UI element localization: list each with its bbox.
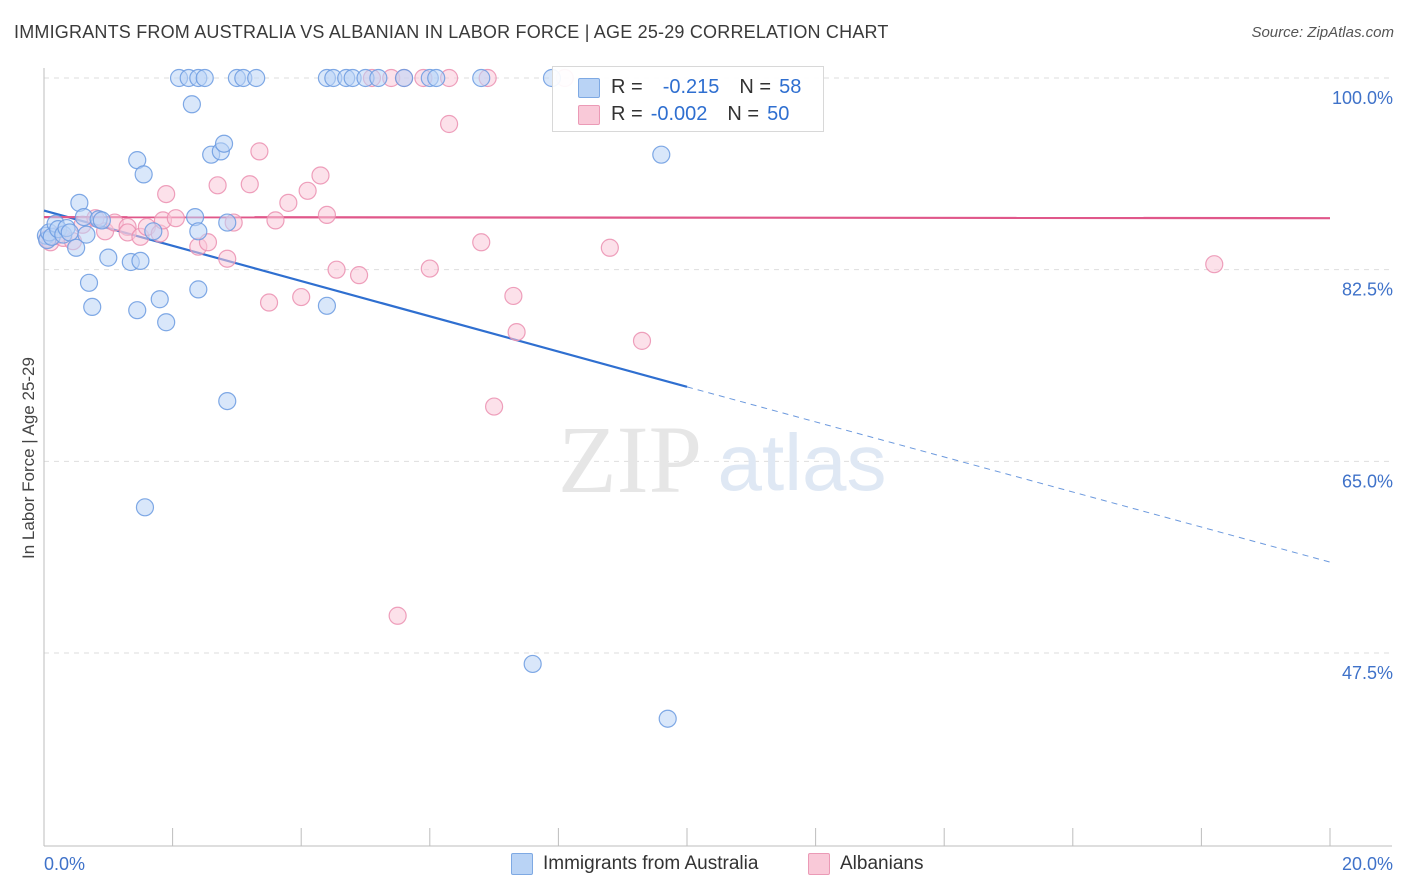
albanians-point xyxy=(600,238,619,257)
albanians-point xyxy=(1205,255,1224,274)
australia-point xyxy=(472,68,491,88)
albanians-point xyxy=(504,286,523,306)
australia-point xyxy=(74,207,93,227)
series-australia-points xyxy=(36,68,677,728)
australia-point xyxy=(131,251,150,271)
x-tick-label: 0.0% xyxy=(44,854,85,874)
australia-point xyxy=(195,68,214,88)
y-tick-labels: 47.5% 65.0% 82.5% 100.0% xyxy=(1332,88,1393,683)
australia-point xyxy=(214,134,234,153)
albanians-point xyxy=(266,211,285,230)
bottom-legend-label-australia: Immigrants from Australia xyxy=(543,853,759,874)
legend-swatch-pink xyxy=(578,105,600,125)
albanians-point xyxy=(218,249,237,268)
legend-r-value: -0.215 xyxy=(662,75,720,98)
chart-title: IMMIGRANTS FROM AUSTRALIA VS ALBANIAN IN… xyxy=(14,22,889,42)
australia-point xyxy=(157,313,176,332)
australia-point xyxy=(189,280,208,299)
albanians-point xyxy=(157,184,176,204)
australia-point xyxy=(247,68,266,88)
legend-n-value: 58 xyxy=(779,75,802,98)
trend-line-albanians xyxy=(43,215,1331,220)
correlation-legend: R = -0.215 N = 58 R = -0.002 N = 50 xyxy=(552,66,824,132)
australia-point xyxy=(134,165,153,184)
australia-point xyxy=(144,222,163,241)
australia-point xyxy=(135,498,155,517)
albanians-point xyxy=(166,209,185,228)
australia-point xyxy=(652,145,671,164)
australia-point xyxy=(394,68,414,88)
source-note: Source: ZipAtlas.com xyxy=(1251,24,1394,41)
albanians-point xyxy=(298,181,317,200)
legend-row-australia: R = -0.215 N = 58 xyxy=(578,75,802,99)
legend-n-label: N = xyxy=(727,102,760,125)
albanians-point xyxy=(250,142,269,161)
australia-point xyxy=(369,68,388,88)
y-tick-label: 47.5% xyxy=(1342,663,1393,683)
australia-point xyxy=(218,213,237,232)
y-axis-label: In Labor Force | Age 25-29 xyxy=(19,357,38,559)
australia-point xyxy=(658,709,677,728)
albanians-point xyxy=(279,193,298,212)
bottom-legend-australia: Immigrants from Australia xyxy=(511,852,758,876)
albanians-point xyxy=(349,266,369,285)
albanians-point xyxy=(240,175,259,194)
x-tick-label: 20.0% xyxy=(1342,854,1393,874)
bottom-legend-swatch-blue xyxy=(511,853,533,875)
albanians-point xyxy=(439,114,459,134)
albanians-point xyxy=(632,331,652,350)
trend-line-australia-extrapolated xyxy=(686,386,1331,563)
australia-point xyxy=(150,290,169,309)
x-tick-labels: 0.0% 20.0% xyxy=(44,854,1393,874)
australia-point xyxy=(189,222,208,241)
y-tick-label: 65.0% xyxy=(1342,471,1393,491)
legend-n-label: N = xyxy=(739,75,772,98)
y-tick-label: 100.0% xyxy=(1332,88,1393,108)
australia-point xyxy=(427,68,446,88)
australia-point xyxy=(79,273,99,292)
y-tick-label: 82.5% xyxy=(1342,280,1393,300)
grid-lines xyxy=(44,77,1392,654)
australia-point xyxy=(218,391,237,411)
australia-point xyxy=(182,95,201,114)
watermark: ZIP atlas xyxy=(558,406,886,513)
bottom-legend-swatch-pink xyxy=(808,853,830,875)
australia-point xyxy=(83,297,102,317)
australia-point xyxy=(92,211,111,230)
albanians-point xyxy=(311,166,330,185)
axes xyxy=(43,68,1392,847)
albanians-point xyxy=(420,259,439,278)
legend-swatch-blue xyxy=(578,78,600,98)
australia-point xyxy=(60,223,79,242)
watermark-atlas: atlas xyxy=(718,418,887,507)
albanians-point xyxy=(208,176,227,195)
albanians-point xyxy=(472,233,491,252)
australia-point xyxy=(67,238,86,257)
legend-r-label: R = xyxy=(611,102,643,125)
albanians-point xyxy=(388,606,407,625)
albanians-point xyxy=(485,397,504,416)
australia-point xyxy=(77,225,96,244)
legend-r-value: -0.002 xyxy=(650,102,708,125)
australia-point xyxy=(317,296,337,315)
albanians-point xyxy=(317,205,337,225)
albanians-point xyxy=(259,293,279,312)
australia-point xyxy=(99,248,118,267)
legend-n-value: 50 xyxy=(767,102,790,125)
bottom-legend-label-albanians: Albanians xyxy=(840,853,924,874)
albanians-point xyxy=(292,287,311,307)
albanians-point xyxy=(327,260,346,279)
australia-point xyxy=(128,301,147,320)
legend-r-label: R = xyxy=(611,75,643,98)
watermark-zip: ZIP xyxy=(558,406,702,513)
australia-point xyxy=(523,654,542,674)
legend-row-albanians: R = -0.002 N = 50 xyxy=(578,102,790,126)
albanians-point xyxy=(507,322,526,342)
bottom-legend-albanians: Albanians xyxy=(808,852,923,876)
